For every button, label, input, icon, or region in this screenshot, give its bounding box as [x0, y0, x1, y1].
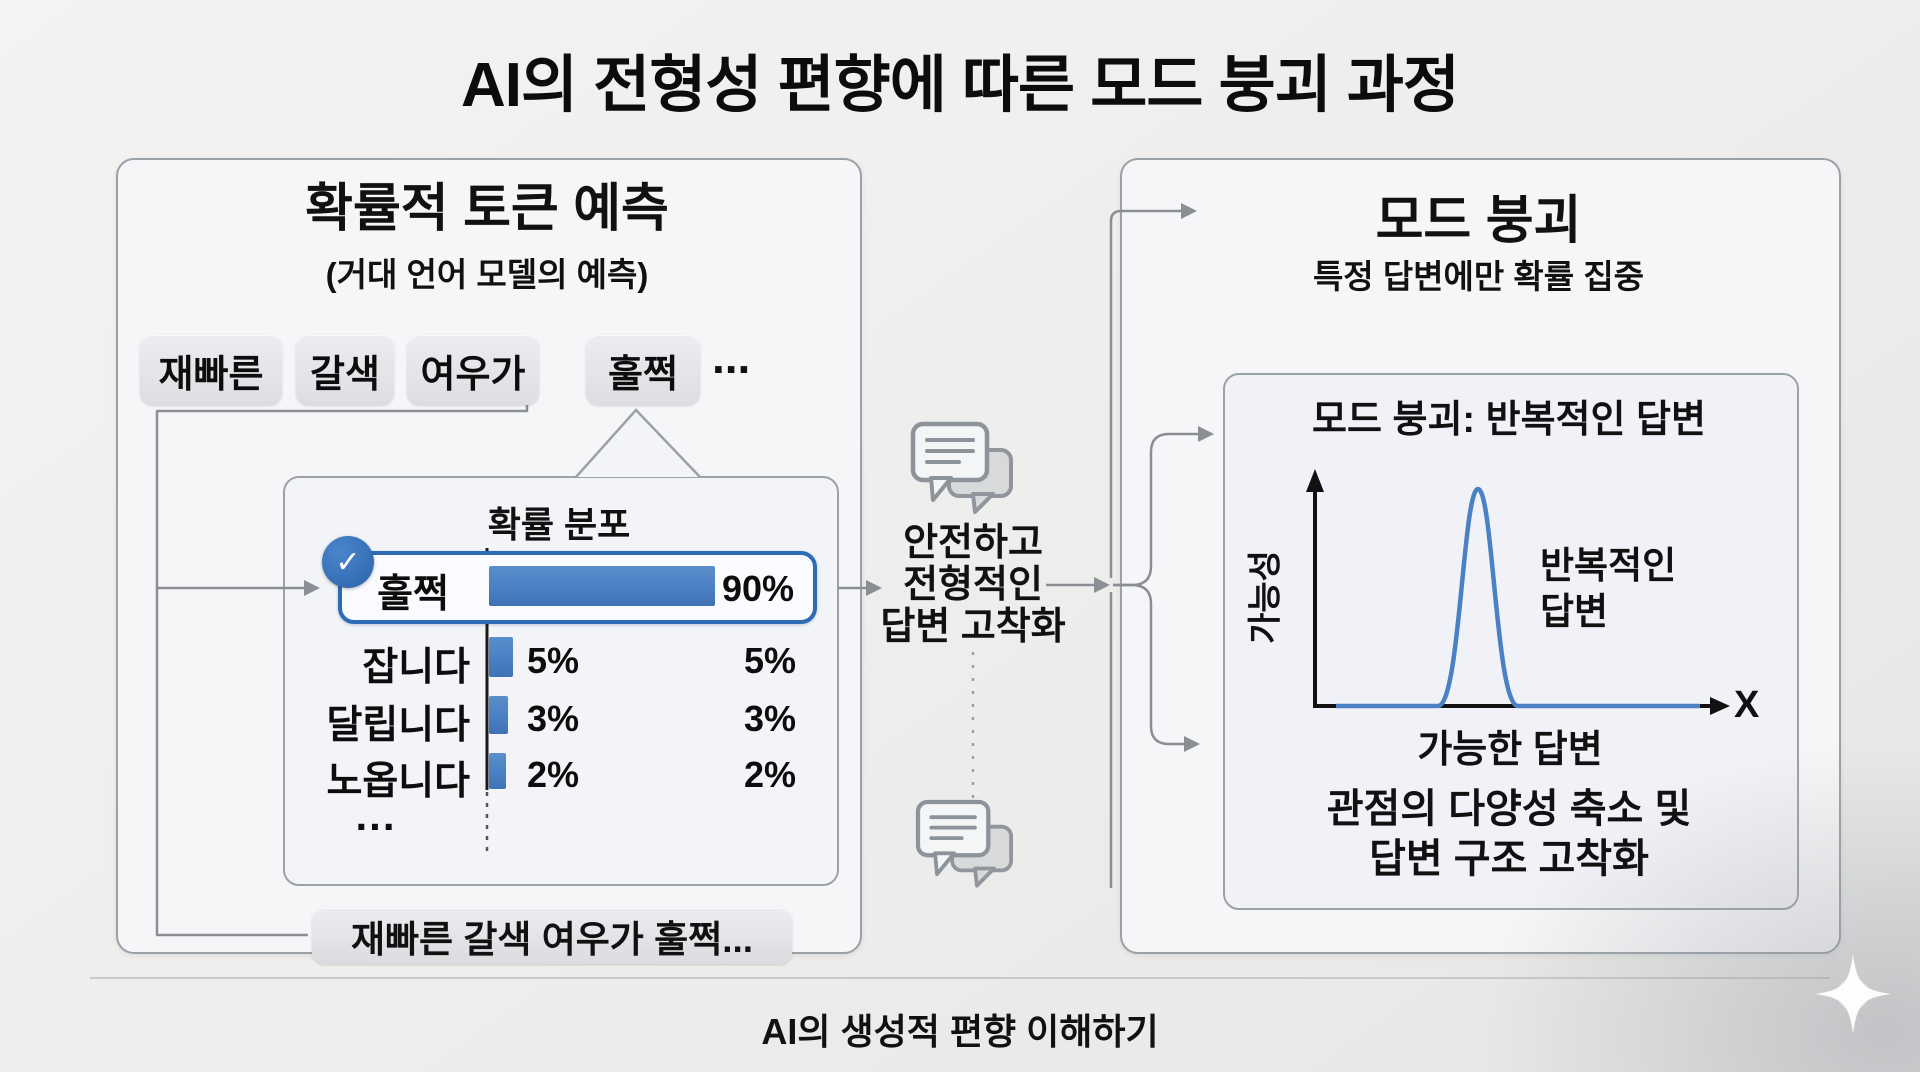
check-icon: ✓ — [322, 536, 374, 588]
bar-dallimnida — [489, 696, 508, 734]
innerbox-title: 모드 붕괴: 반복적인 답변 — [1312, 399, 1706, 441]
bar-japnida — [489, 637, 513, 677]
speech-bubbles-icon — [910, 421, 1013, 514]
row-label: 달립니다 — [326, 704, 470, 747]
bar-hultjeok — [489, 566, 715, 606]
bar-value: 2% — [527, 754, 580, 795]
x-axis-end-label: X — [1734, 684, 1760, 726]
middle-caption: 안전하고 전형적인 답변 고착화 — [858, 522, 1088, 648]
middle-caption-line-1: 안전하고 — [903, 522, 1043, 564]
y-axis-label: 가능성 — [1246, 550, 1285, 644]
distribution-title: 확률 분포 — [487, 504, 631, 545]
innerbox-note-line-2: 답변 구조 고착화 — [1369, 837, 1649, 881]
bar-value: 5% — [527, 640, 580, 681]
token-chip-1: 재빠른 — [140, 335, 282, 405]
bar-value: 90% — [722, 568, 795, 609]
middle-caption-line-2: 전형적인 — [903, 564, 1043, 606]
innerbox-note-line-1: 관점의 다양성 축소 및 — [1326, 787, 1692, 831]
bar-noopnida — [489, 753, 506, 789]
row-pct-column: 5% — [743, 640, 796, 681]
tokens-ellipsis: ... — [712, 331, 751, 383]
sentence-chip: 재빠른 갈색 여우가 훌쩍... — [312, 908, 792, 964]
footer-caption: AI의 생성적 편향 이해하기 — [761, 1011, 1159, 1052]
token-chip-2: 갈색 — [296, 335, 394, 405]
row-label: 잡니다 — [362, 646, 470, 689]
footer-divider — [90, 977, 1830, 979]
peak-annotation: 반복적인 답변 — [1540, 543, 1676, 635]
left-panel-subtitle: (거대 언어 모델의 예측) — [325, 256, 649, 293]
row-pct-column: 3% — [743, 698, 796, 739]
x-axis-caption: 가능한 답변 — [1417, 729, 1603, 771]
token-chip-3: 여우가 — [407, 335, 539, 405]
right-panel-subtitle: 특정 답변에만 확률 집중 — [1312, 258, 1645, 295]
peak-annotation-line-1: 반복적인 — [1540, 545, 1677, 586]
peak-annotation-line-2: 답변 — [1540, 591, 1609, 632]
arrowhead-middle-to-router — [1094, 577, 1110, 593]
row-pct-column: 2% — [743, 754, 796, 795]
speech-bubbles-icon-2 — [915, 799, 1014, 888]
middle-caption-line-3: 답변 고착화 — [880, 606, 1066, 648]
innerbox-note: 관점의 다양성 축소 및 답변 구조 고착화 — [1223, 784, 1795, 884]
distribution-ellipsis: ... — [355, 792, 397, 839]
right-panel-title: 모드 붕괴 — [1375, 192, 1582, 250]
page-title: AI의 전형성 편향에 따른 모드 붕괴 과정 — [461, 51, 1460, 120]
token-chip-4: 훌쩍 — [586, 335, 700, 405]
left-panel-title: 확률적 토큰 예측 — [305, 180, 669, 238]
bar-value: 3% — [527, 698, 580, 739]
